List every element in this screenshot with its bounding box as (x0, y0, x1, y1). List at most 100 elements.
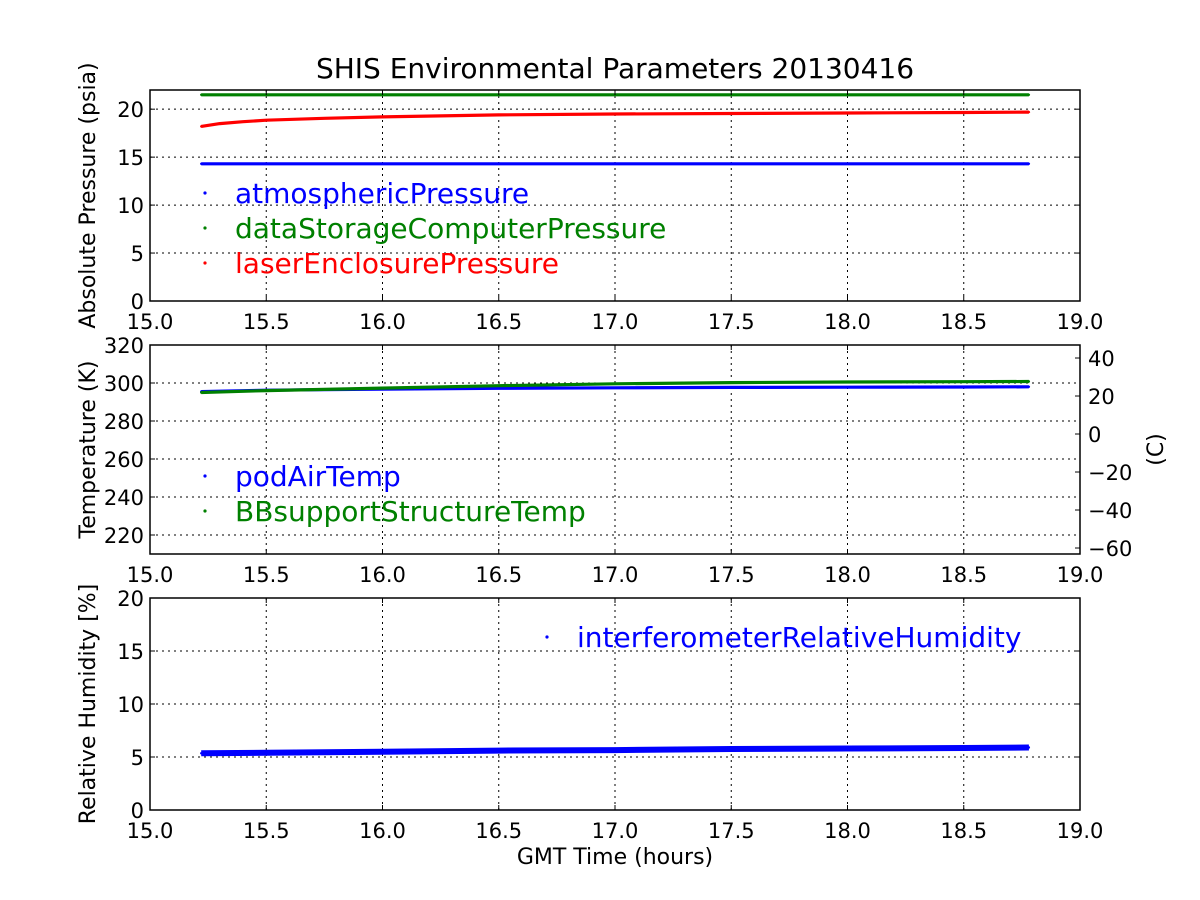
y-tick-label: 300 (104, 372, 144, 396)
y-axis-label: Relative Humidity [%] (76, 584, 101, 825)
chart-title: SHIS Environmental Parameters 20130416 (316, 52, 914, 85)
data-point (218, 122, 221, 125)
legend: interferometerRelativeHumidity (545, 621, 1021, 654)
y-right-tick-label: −20 (1088, 461, 1132, 485)
x-tick-label: 17.5 (708, 563, 755, 587)
data-point (265, 119, 268, 122)
subplot-3: 15.0 15.5 16.0 16.5 17.0 17.5 18.0 18.5 19.0 0 5 10… (76, 584, 1103, 870)
x-tick-label: 15.0 (127, 563, 174, 587)
subplot-1: 15.0 15.5 16.0 16.5 17.0 17.5 18.0 18.5 19.0 0 5 10… (76, 62, 1103, 334)
data-point (1027, 746, 1031, 749)
data-point (381, 162, 384, 165)
x-tick-label: 19.0 (1057, 310, 1104, 334)
x-tick-label: 15.5 (243, 819, 290, 843)
y-tick-label: 280 (104, 410, 144, 434)
x-tick-label: 16.5 (475, 310, 522, 334)
x-tick-label: 16.5 (475, 563, 522, 587)
data-point (962, 111, 965, 114)
data-point (497, 384, 500, 387)
y-tick-label: 5 (131, 746, 144, 770)
x-tick-label: 17.0 (592, 310, 639, 334)
data-point (730, 112, 733, 115)
data-point (497, 162, 500, 165)
x-tick-label: 18.5 (940, 819, 987, 843)
data-point (730, 747, 733, 751)
data-point (200, 162, 203, 165)
data-point (1027, 110, 1031, 114)
y-tick-label: 10 (117, 194, 144, 218)
x-tick-label: 17.0 (592, 563, 639, 587)
data-point (1027, 380, 1031, 383)
x-tick-label: 19.0 (1057, 563, 1104, 587)
x-tick-label: 16.5 (475, 819, 522, 843)
data-point (962, 380, 965, 383)
y-tick-label: 240 (104, 486, 144, 510)
data-point (846, 162, 849, 165)
x-tick-label: 17.5 (708, 819, 755, 843)
legend: atmosphericPressuredataStorageComputerPr… (203, 177, 666, 280)
series-interferometerRelativeHumidity (200, 744, 1031, 757)
data-point (200, 93, 203, 97)
data-point (241, 120, 245, 123)
legend-marker (545, 635, 549, 639)
legend-marker (203, 191, 207, 195)
x-tick-label: 15.5 (243, 563, 290, 587)
x-tick-label: 18.5 (940, 310, 987, 334)
y-right-axis-label: (C) (1144, 433, 1169, 466)
data-point (846, 386, 849, 389)
y-right-tick-label: 0 (1088, 423, 1101, 447)
data-point (265, 162, 268, 165)
y-tick-label: 5 (131, 242, 144, 266)
data-point (846, 111, 849, 115)
legend-label: dataStorageComputerPressure (235, 212, 666, 245)
data-point (613, 386, 617, 389)
data-point (265, 389, 268, 392)
y-tick-label: 20 (117, 98, 144, 122)
data-point (200, 125, 203, 128)
y-tick-label: 20 (117, 587, 144, 611)
y-axis-label: Temperature (K) (76, 361, 101, 540)
data-point (497, 749, 500, 752)
y-right-tick-label: 20 (1088, 385, 1115, 409)
data-point (613, 382, 617, 385)
y-tick-label: 10 (117, 693, 144, 717)
data-point (1027, 385, 1031, 388)
legend-marker (203, 509, 207, 513)
y-right-tick-label: −60 (1088, 537, 1132, 561)
y-tick-label: 220 (104, 524, 144, 548)
data-point (962, 162, 965, 165)
y-tick-label: 260 (104, 448, 144, 472)
x-tick-label: 16.0 (359, 819, 406, 843)
x-tick-label: 15.0 (127, 310, 174, 334)
x-tick-label: 17.5 (708, 310, 755, 334)
y-tick-label: 0 (131, 799, 144, 823)
x-axis-label: GMT Time (hours) (517, 845, 713, 870)
data-point (730, 386, 733, 389)
data-point (381, 115, 384, 119)
y-right-tick-label: 40 (1088, 347, 1115, 371)
x-tick-label: 17.0 (592, 819, 639, 843)
y-tick-label: 15 (117, 640, 144, 664)
legend-label: podAirTemp (235, 460, 401, 493)
x-tick-label: 15.5 (243, 310, 290, 334)
legend-marker (203, 226, 207, 230)
data-point (1027, 162, 1031, 165)
series-atmosphericPressure (200, 162, 1031, 166)
series-laserEnclosurePressure (200, 110, 1031, 128)
legend-label: BBsupportStructureTemp (235, 495, 586, 528)
y-right-tick-label: −40 (1088, 499, 1132, 523)
subplot-2: 15.0 15.5 16.0 16.5 17.0 17.5 18.0 18.5 19.0 220 2… (76, 334, 1169, 587)
data-point (381, 750, 384, 753)
y-axis-label: Absolute Pressure (psia) (76, 62, 101, 328)
data-point (323, 117, 326, 120)
data-point (265, 751, 268, 754)
x-tick-label: 15.0 (127, 819, 174, 843)
data-point (846, 747, 849, 750)
legend-marker (203, 261, 207, 265)
data-point (200, 391, 203, 394)
data-point (613, 112, 617, 116)
data-point (497, 387, 500, 390)
x-tick-label: 18.0 (824, 563, 871, 587)
